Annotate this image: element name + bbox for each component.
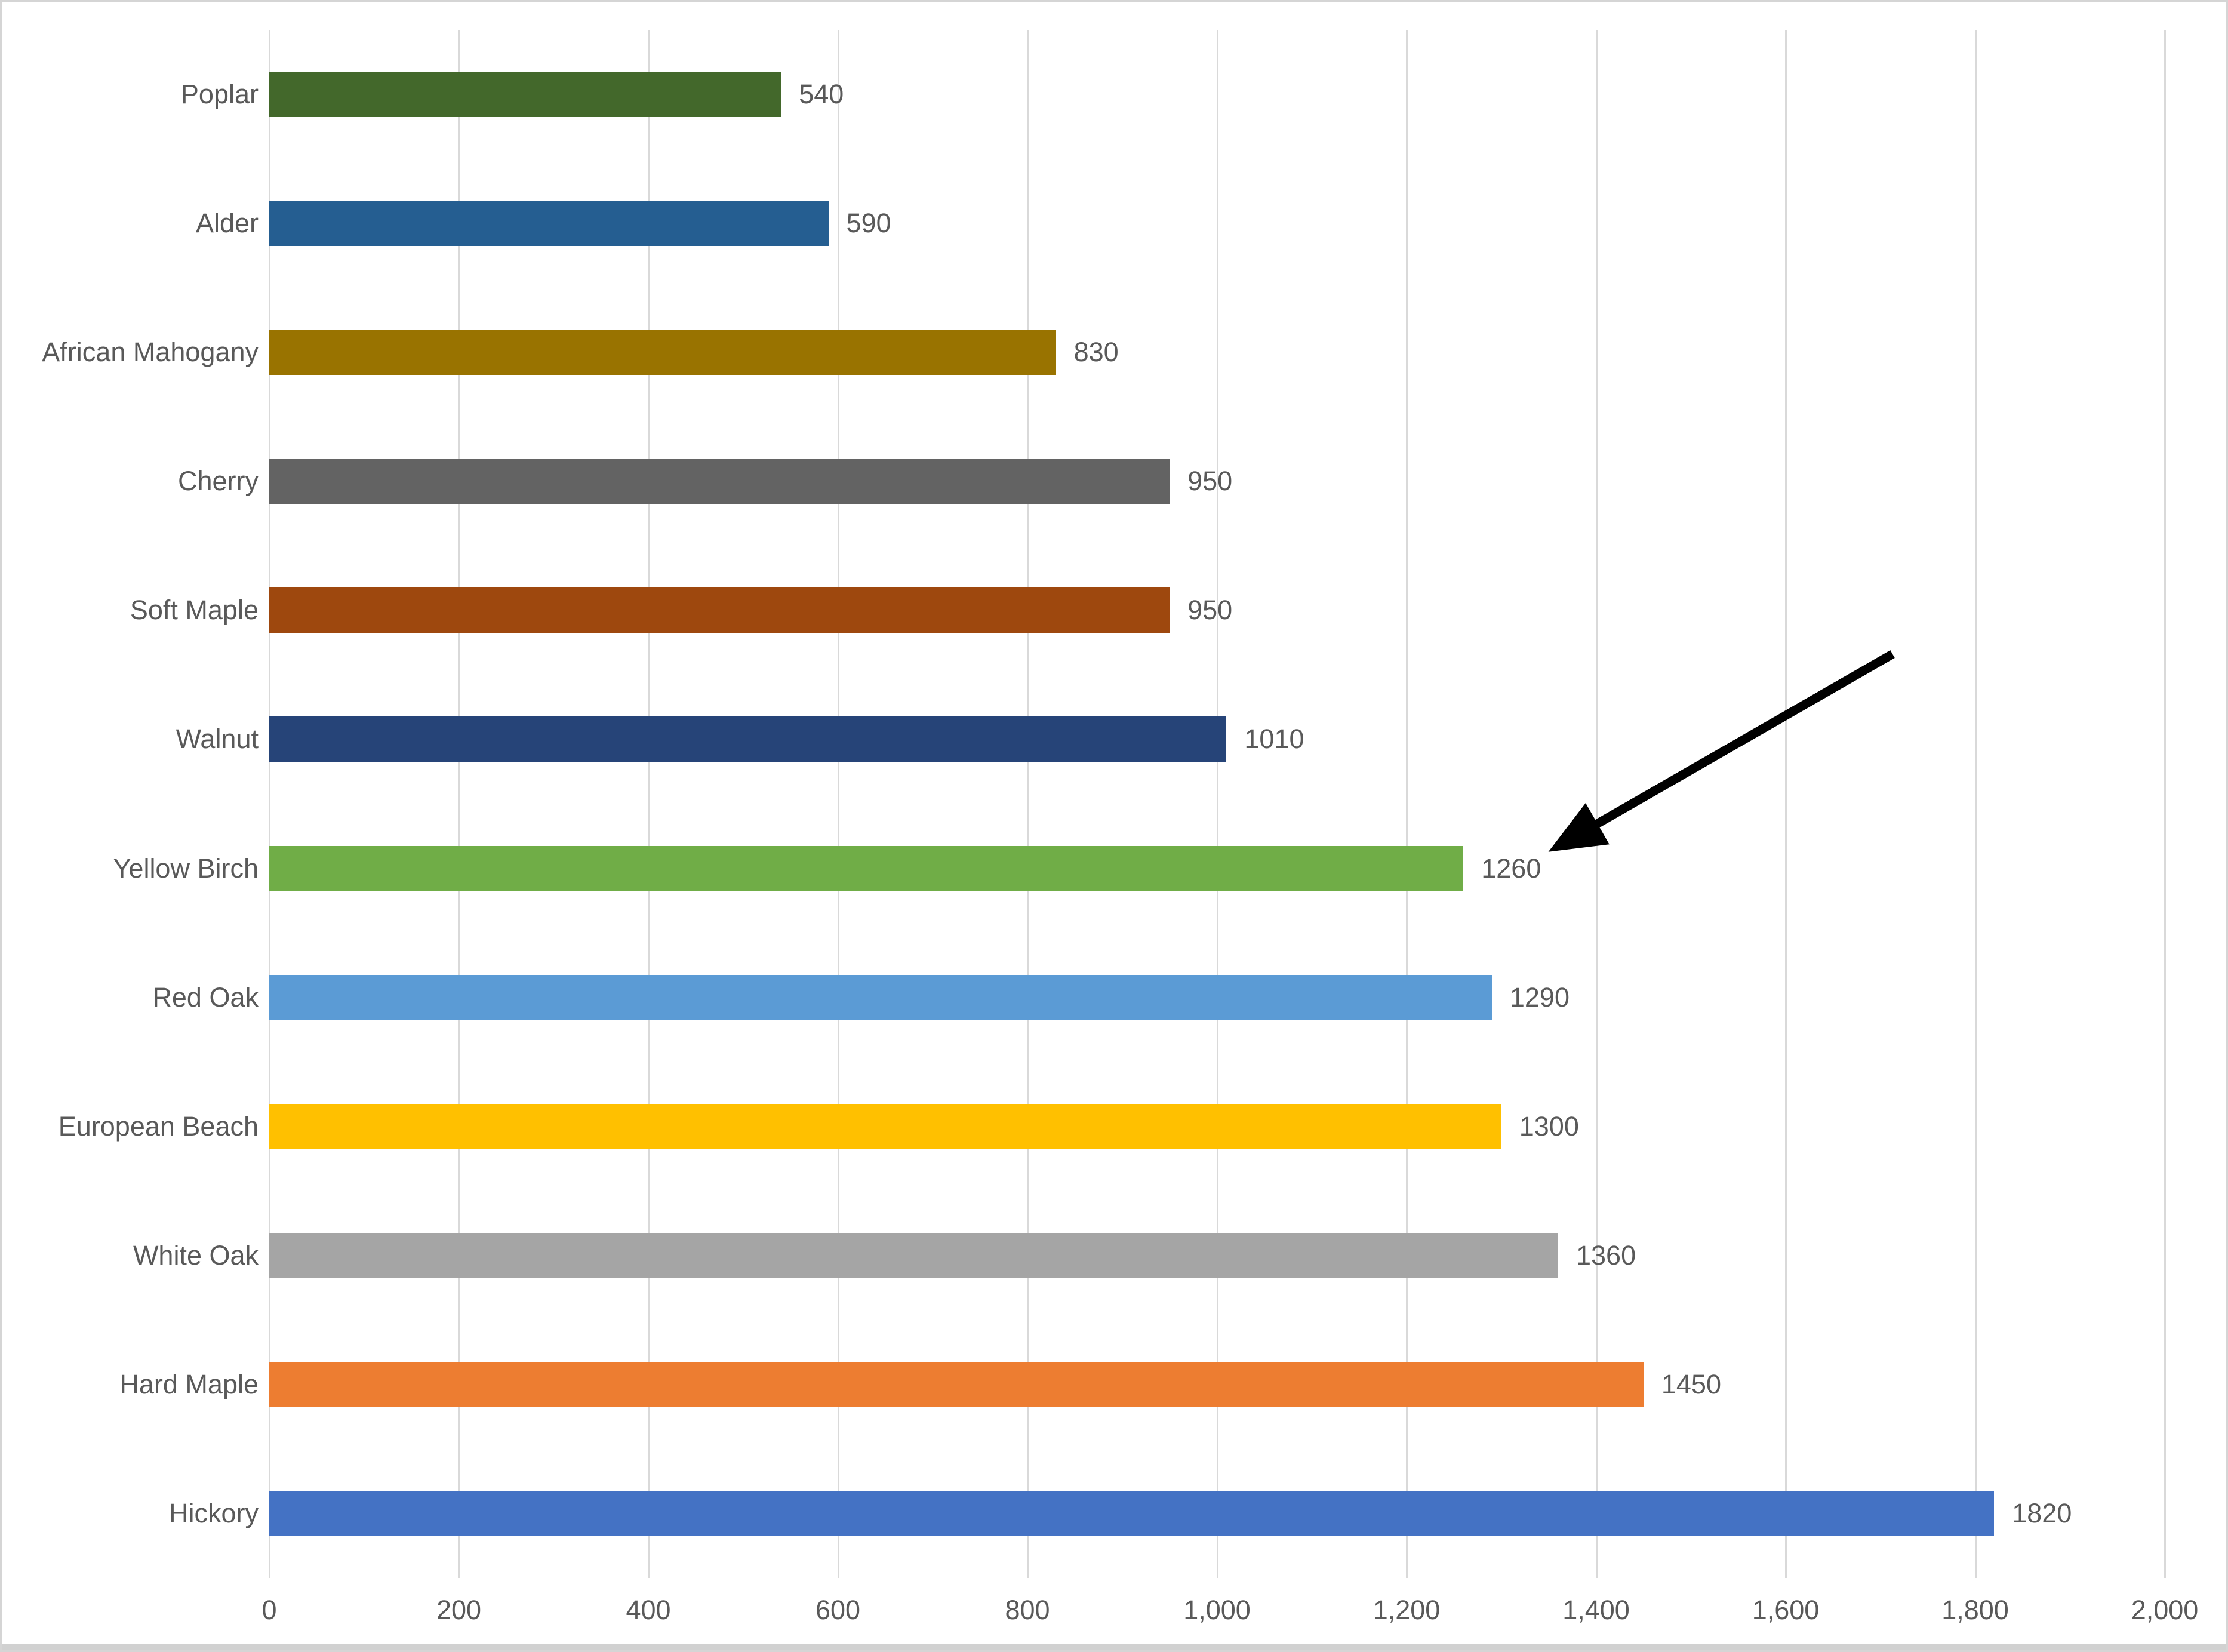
x-tick-label: 800 [1005,1595,1050,1625]
data-label: 1820 [2012,1497,2072,1528]
bar-row: 1450 [269,1320,2165,1449]
gridline [1406,30,1408,1578]
gridline [648,30,650,1578]
data-label: 1290 [1509,982,1570,1013]
bar-row: 1290 [269,933,2165,1062]
plot-area: 540 590 830 950 950 1010 1260 1290 1300 1360 1450 1… [269,30,2166,1578]
category-label: Alder [195,208,259,239]
category-axis: Poplar Alder African Mahogany Cherry Soft Ma… [2,30,259,1578]
value-axis: 0 200 400 600 800 1,000 1,200 1,400 1,600 1,800 2,… [261,1578,2198,1644]
bar-row: 950 [269,417,2165,546]
gridline [1027,30,1029,1578]
bar-alder [269,201,829,247]
x-tick-label: 1,600 [1752,1595,1820,1625]
bar-yellow-birch [269,845,1464,891]
category-label: Poplar [180,79,259,110]
bar-walnut [269,716,1227,762]
bar-hard-maple [269,1361,1644,1407]
bar-european-beach [269,1103,1501,1149]
bar-row: 1260 [269,804,2165,933]
bar-row: 1300 [269,1062,2165,1191]
bar-row: 540 [269,30,2165,159]
x-tick-label: 600 [815,1595,861,1625]
x-tick-label: 1,400 [1562,1595,1630,1625]
bar-cherry [269,459,1170,504]
category-label: Cherry [177,466,259,497]
category-label: Walnut [176,724,259,755]
x-tick-label: 1,000 [1183,1595,1251,1625]
gridline [269,30,270,1578]
bar-row: 590 [269,159,2165,288]
data-label: 950 [1187,595,1233,626]
category-label: Red Oak [152,982,259,1013]
category-label: Hickory [168,1497,259,1528]
bottom-edge [2,1644,2226,1650]
bar-row: 830 [269,288,2165,417]
gridline [837,30,839,1578]
gridline [2164,30,2166,1578]
gridline [1216,30,1218,1578]
x-tick-label: 2,000 [2131,1595,2199,1625]
bar-row: 950 [269,546,2165,675]
bar-hickory [269,1490,1995,1536]
category-label: Soft Maple [130,595,259,626]
category-label: Yellow Birch [113,853,259,884]
bar-white-oak [269,1232,1558,1278]
x-tick-label: 1,200 [1373,1595,1441,1625]
data-label: 540 [799,79,844,110]
gridline [458,30,460,1578]
x-tick-label: 400 [626,1595,671,1625]
gridline [1974,30,1977,1578]
bar-african-mahogany [269,330,1056,376]
bar-poplar [269,72,781,118]
category-label: European Beach [58,1110,259,1142]
category-label: African Mahogany [42,337,259,368]
x-tick-label: 200 [436,1595,482,1625]
bar-soft-maple [269,587,1170,633]
data-label: 1360 [1576,1239,1636,1270]
data-label: 1450 [1661,1368,1721,1399]
bar-row: 1010 [269,675,2165,804]
data-label: 830 [1073,337,1119,368]
data-label: 1300 [1519,1110,1579,1142]
x-tick-label: 1,800 [1941,1595,2009,1625]
bar-row: 1820 [269,1449,2165,1578]
data-label: 1260 [1481,853,1541,884]
data-label: 590 [846,208,891,239]
bar-red-oak [269,974,1492,1020]
data-label: 950 [1187,466,1233,497]
category-label: Hard Maple [119,1368,259,1399]
data-label: 1010 [1244,724,1304,755]
category-label: White Oak [133,1239,259,1270]
bar-row: 1360 [269,1191,2165,1320]
x-tick-label: 0 [261,1595,277,1625]
